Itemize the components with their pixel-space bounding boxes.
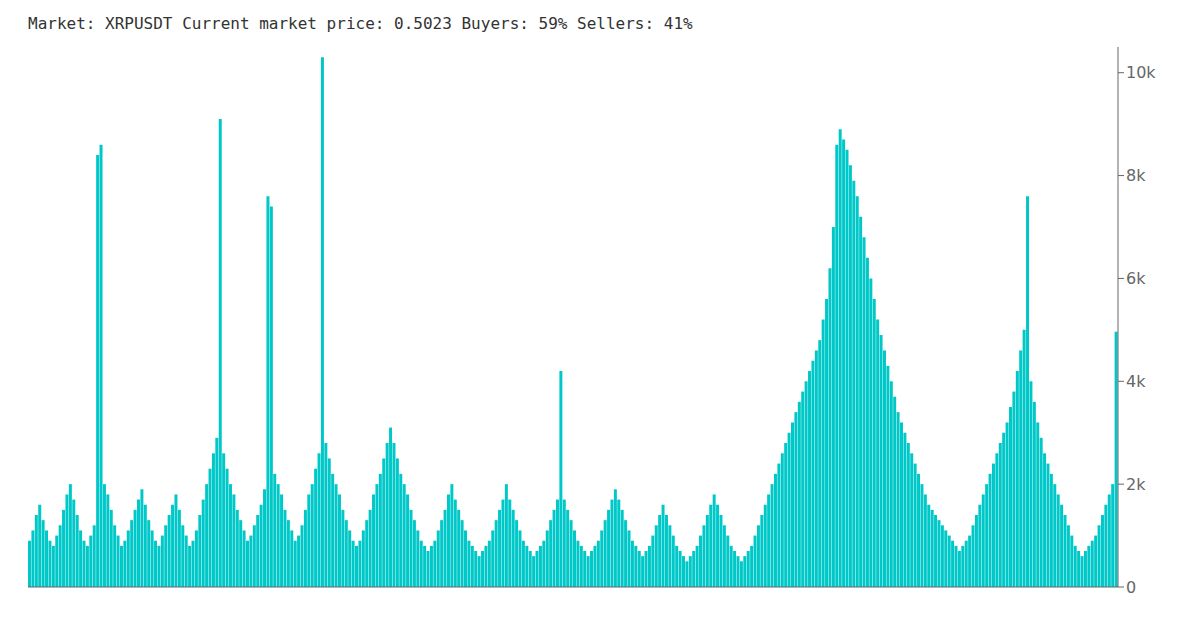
svg-text:4k: 4k (1126, 372, 1146, 391)
svg-text:8k: 8k (1126, 166, 1146, 185)
html-text:Market: XRPUSDT Current market: Market: XRPUSDT Current market price: 0.… (28, 14, 693, 33)
svg-text:2k: 2k (1126, 475, 1146, 494)
svg-text:0: 0 (1126, 578, 1136, 597)
svg-text:10k: 10k (1126, 63, 1156, 82)
svg-text:6k: 6k (1126, 269, 1146, 288)
